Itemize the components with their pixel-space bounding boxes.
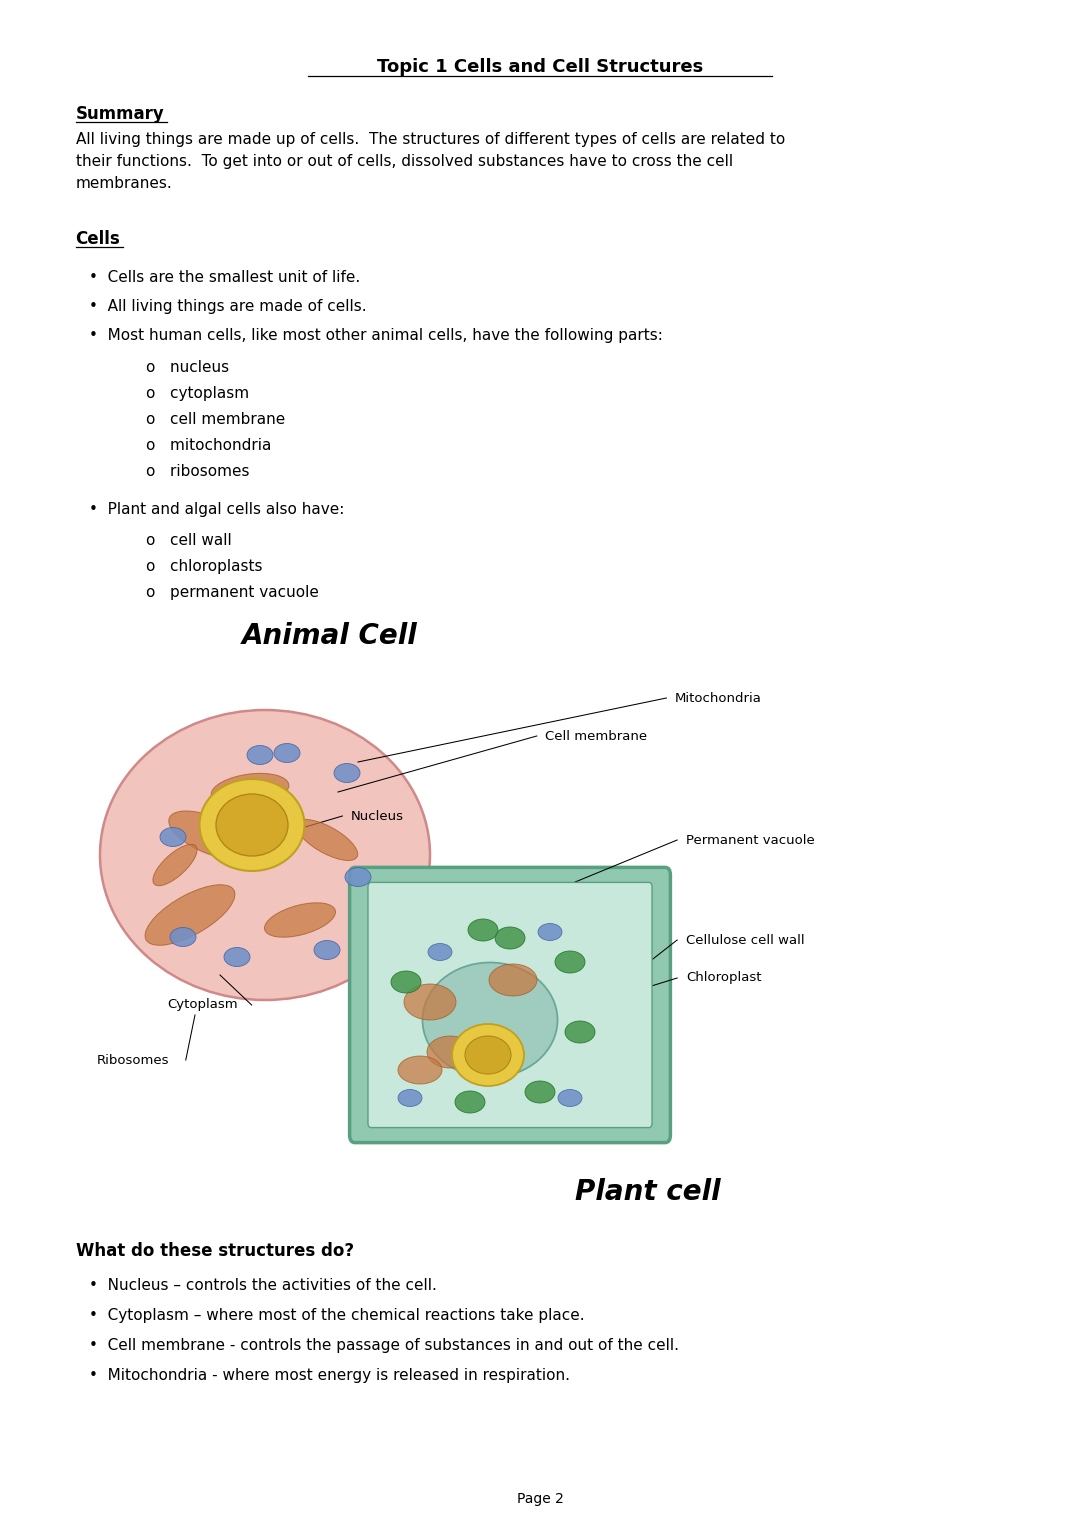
Ellipse shape: [160, 828, 186, 846]
Text: Cells: Cells: [76, 231, 120, 247]
Text: All living things are made up of cells.  The structures of different types of ce: All living things are made up of cells. …: [76, 131, 785, 147]
FancyBboxPatch shape: [368, 883, 652, 1127]
Ellipse shape: [345, 867, 372, 887]
Text: Chloroplast: Chloroplast: [686, 971, 761, 985]
Text: o   cytoplasm: o cytoplasm: [146, 386, 248, 402]
Ellipse shape: [314, 941, 340, 959]
Ellipse shape: [216, 794, 288, 857]
Ellipse shape: [525, 1081, 555, 1102]
Ellipse shape: [428, 944, 453, 960]
Text: o   nucleus: o nucleus: [146, 360, 229, 376]
Ellipse shape: [453, 1025, 524, 1086]
Ellipse shape: [538, 924, 562, 941]
Text: •  Nucleus – controls the activities of the cell.: • Nucleus – controls the activities of t…: [89, 1278, 436, 1293]
Ellipse shape: [200, 779, 305, 870]
Ellipse shape: [558, 1089, 582, 1107]
Ellipse shape: [211, 773, 288, 806]
Ellipse shape: [565, 1022, 595, 1043]
Text: •  Most human cells, like most other animal cells, have the following parts:: • Most human cells, like most other anim…: [89, 328, 662, 344]
Ellipse shape: [489, 964, 537, 996]
Ellipse shape: [455, 1090, 485, 1113]
Text: Cytoplasm: Cytoplasm: [167, 999, 238, 1011]
Text: Nucleus: Nucleus: [351, 809, 404, 823]
Text: Summary: Summary: [76, 105, 164, 124]
Text: their functions.  To get into or out of cells, dissolved substances have to cros: their functions. To get into or out of c…: [76, 154, 732, 169]
Text: Topic 1 Cells and Cell Structures: Topic 1 Cells and Cell Structures: [377, 58, 703, 76]
Text: o   cell wall: o cell wall: [146, 533, 231, 548]
Text: o   cell membrane: o cell membrane: [146, 412, 285, 428]
Ellipse shape: [224, 947, 249, 967]
Text: membranes.: membranes.: [76, 176, 173, 191]
Text: Ribosomes: Ribosomes: [97, 1054, 170, 1066]
Text: Permanent vacuole: Permanent vacuole: [686, 834, 814, 846]
Text: •  Cell membrane - controls the passage of substances in and out of the cell.: • Cell membrane - controls the passage o…: [89, 1338, 678, 1353]
Ellipse shape: [100, 710, 430, 1000]
Text: •  Mitochondria - where most energy is released in respiration.: • Mitochondria - where most energy is re…: [89, 1368, 569, 1383]
Ellipse shape: [274, 744, 300, 762]
Ellipse shape: [391, 971, 421, 993]
Ellipse shape: [247, 745, 273, 765]
Ellipse shape: [399, 1089, 422, 1107]
Ellipse shape: [153, 844, 197, 886]
Text: o   permanent vacuole: o permanent vacuole: [146, 585, 319, 600]
Ellipse shape: [465, 1035, 511, 1073]
Ellipse shape: [170, 927, 195, 947]
Text: o   mitochondria: o mitochondria: [146, 438, 271, 454]
Text: What do these structures do?: What do these structures do?: [76, 1241, 354, 1260]
Ellipse shape: [168, 811, 252, 860]
Ellipse shape: [427, 1035, 473, 1067]
Text: •  Plant and algal cells also have:: • Plant and algal cells also have:: [89, 502, 343, 518]
Text: Page 2: Page 2: [516, 1492, 564, 1506]
Text: Animal Cell: Animal Cell: [242, 621, 417, 651]
Text: •  Cells are the smallest unit of life.: • Cells are the smallest unit of life.: [89, 270, 360, 286]
Ellipse shape: [145, 884, 235, 945]
Ellipse shape: [468, 919, 498, 941]
Text: Plant cell: Plant cell: [576, 1177, 720, 1206]
Text: Mitochondria: Mitochondria: [675, 692, 761, 704]
Text: o   chloroplasts: o chloroplasts: [146, 559, 262, 574]
Ellipse shape: [422, 962, 557, 1078]
Ellipse shape: [404, 983, 456, 1020]
Text: o   ribosomes: o ribosomes: [146, 464, 249, 479]
Ellipse shape: [334, 764, 360, 782]
Ellipse shape: [296, 820, 357, 861]
Text: Cell membrane: Cell membrane: [545, 730, 648, 742]
Text: •  All living things are made of cells.: • All living things are made of cells.: [89, 299, 366, 315]
Ellipse shape: [399, 1057, 442, 1084]
Ellipse shape: [495, 927, 525, 948]
Ellipse shape: [555, 951, 585, 973]
Text: •  Cytoplasm – where most of the chemical reactions take place.: • Cytoplasm – where most of the chemical…: [89, 1309, 584, 1322]
Ellipse shape: [265, 902, 336, 938]
FancyBboxPatch shape: [350, 867, 671, 1142]
Text: Cellulose cell wall: Cellulose cell wall: [686, 933, 805, 947]
